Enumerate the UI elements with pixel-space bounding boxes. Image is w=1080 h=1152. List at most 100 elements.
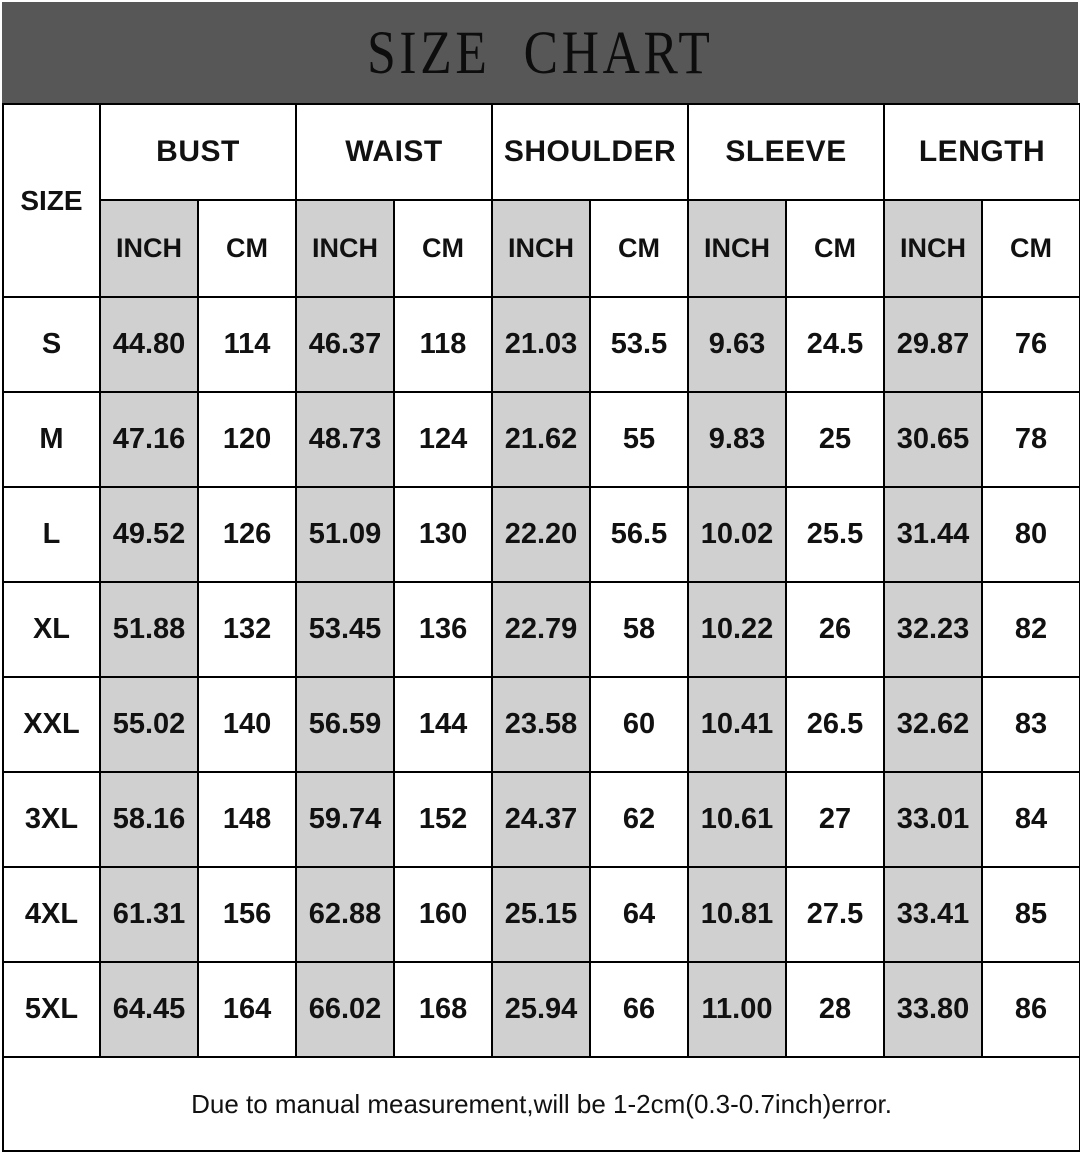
cell-bust-cm: 164 [196,961,298,1058]
cell-bust-inch: 55.02 [99,676,199,773]
cell-size: XXL [2,676,101,773]
cell-waist-cm: 124 [393,391,494,488]
cell-shoulder-inch: 24.37 [491,771,592,868]
cell-length-cm: 86 [981,961,1080,1058]
table-row: 4XL 61.31 156 62.88 160 25.15 64 10.81 27.5 33.41… [2,866,1080,963]
cell-sleeve-cm: 24.5 [785,296,886,393]
cell-bust-inch: 61.31 [99,866,199,963]
cell-bust-inch: 58.16 [99,771,199,868]
cell-sleeve-cm: 26 [785,581,886,678]
cell-length-cm: 83 [981,676,1080,773]
cell-waist-inch: 62.88 [295,866,396,963]
cell-shoulder-cm: 62 [589,771,690,868]
cell-bust-inch: 64.45 [99,961,199,1058]
cell-sleeve-cm: 25.5 [785,486,886,583]
cell-length-inch: 31.44 [883,486,984,583]
cell-shoulder-cm: 55 [589,391,690,488]
cell-bust-cm: 114 [196,296,298,393]
cell-shoulder-cm: 64 [589,866,690,963]
table-row: M 47.16 120 48.73 124 21.62 55 9.83 25 30.65 78 [2,391,1080,488]
cell-bust-inch: 51.88 [99,581,199,678]
cell-length-cm: 82 [981,581,1080,678]
table-row: L 49.52 126 51.09 130 22.20 56.5 10.02 25.5 31.44… [2,486,1080,583]
table-header: SIZE BUST WAIST SHOULDER SLEEVE LENGTH I… [2,103,1080,298]
cell-length-cm: 85 [981,866,1080,963]
title-band: SIZE CHART [2,2,1078,103]
cell-bust-cm: 156 [196,866,298,963]
header-row-units: INCH CM INCH CM INCH CM INCH CM INCH CM [3,199,1080,298]
header-waist-inch: INCH [295,199,396,298]
cell-length-cm: 78 [981,391,1080,488]
cell-waist-inch: 56.59 [295,676,396,773]
cell-sleeve-inch: 10.61 [687,771,788,868]
cell-length-cm: 76 [981,296,1080,393]
header-sleeve: SLEEVE [687,103,886,201]
footer-note-row: Due to manual measurement,will be 1-2cm(… [1,1056,1080,1152]
cell-size: 4XL [2,866,101,963]
cell-shoulder-cm: 60 [589,676,690,773]
header-shoulder-inch: INCH [491,199,592,298]
footer-note: Due to manual measurement,will be 1-2cm(… [1,1056,1080,1152]
cell-shoulder-cm: 53.5 [589,296,690,393]
cell-sleeve-cm: 25 [785,391,886,488]
header-waist: WAIST [295,103,494,201]
cell-bust-cm: 120 [196,391,298,488]
header-bust-inch: INCH [99,199,199,298]
cell-waist-cm: 136 [393,581,494,678]
header-bust: BUST [98,103,298,201]
cell-size: M [2,391,101,488]
cell-sleeve-inch: 9.63 [687,296,788,393]
cell-sleeve-inch: 11.00 [687,961,788,1058]
cell-length-inch: 33.41 [883,866,984,963]
cell-sleeve-cm: 27.5 [785,866,886,963]
header-length-cm: CM [981,199,1080,298]
cell-size: 5XL [2,961,101,1058]
header-row-measurements: SIZE BUST WAIST SHOULDER SLEEVE LENGTH [2,103,1080,298]
cell-length-inch: 33.80 [883,961,984,1058]
cell-sleeve-inch: 10.02 [687,486,788,583]
cell-waist-inch: 46.37 [295,296,396,393]
cell-length-inch: 32.62 [883,676,984,773]
cell-size: L [2,486,101,583]
cell-bust-inch: 44.80 [99,296,199,393]
header-length-inch: INCH [883,199,984,298]
cell-sleeve-cm: 27 [785,771,886,868]
table-row: 5XL 64.45 164 66.02 168 25.94 66 11.00 28 33.80 86 [2,961,1080,1058]
cell-sleeve-cm: 28 [785,961,886,1058]
cell-size: 3XL [2,771,101,868]
cell-bust-inch: 49.52 [99,486,199,583]
cell-shoulder-inch: 21.62 [491,391,592,488]
cell-length-inch: 33.01 [883,771,984,868]
cell-shoulder-inch: 22.20 [491,486,592,583]
table-row: XL 51.88 132 53.45 136 22.79 58 10.22 26 32.23 82 [2,581,1080,678]
cell-shoulder-inch: 25.94 [491,961,592,1058]
table-row: 3XL 58.16 148 59.74 152 24.37 62 10.61 27 33.01 84 [2,771,1080,868]
cell-waist-cm: 160 [393,866,494,963]
cell-bust-inch: 47.16 [99,391,199,488]
cell-shoulder-inch: 21.03 [491,296,592,393]
cell-waist-inch: 59.74 [295,771,396,868]
cell-waist-inch: 48.73 [295,391,396,488]
size-chart-table: SIZE BUST WAIST SHOULDER SLEEVE LENGTH I… [1,103,1080,1152]
cell-waist-cm: 152 [393,771,494,868]
header-shoulder-cm: CM [589,199,690,298]
header-sleeve-inch: INCH [687,199,788,298]
cell-size: S [2,296,101,393]
cell-bust-cm: 148 [196,771,298,868]
cell-waist-inch: 51.09 [295,486,396,583]
cell-size: XL [2,581,101,678]
cell-bust-cm: 126 [196,486,298,583]
header-sleeve-cm: CM [785,199,886,298]
cell-sleeve-cm: 26.5 [785,676,886,773]
cell-waist-inch: 66.02 [295,961,396,1058]
cell-length-cm: 84 [981,771,1080,868]
cell-sleeve-inch: 10.22 [687,581,788,678]
cell-length-inch: 29.87 [883,296,984,393]
cell-shoulder-cm: 58 [589,581,690,678]
cell-shoulder-cm: 56.5 [589,486,690,583]
table-row: XXL 55.02 140 56.59 144 23.58 60 10.41 26.5 32.62… [2,676,1080,773]
cell-waist-cm: 168 [393,961,494,1058]
header-size: SIZE [2,103,101,298]
cell-waist-inch: 53.45 [295,581,396,678]
header-bust-cm: CM [196,199,298,298]
